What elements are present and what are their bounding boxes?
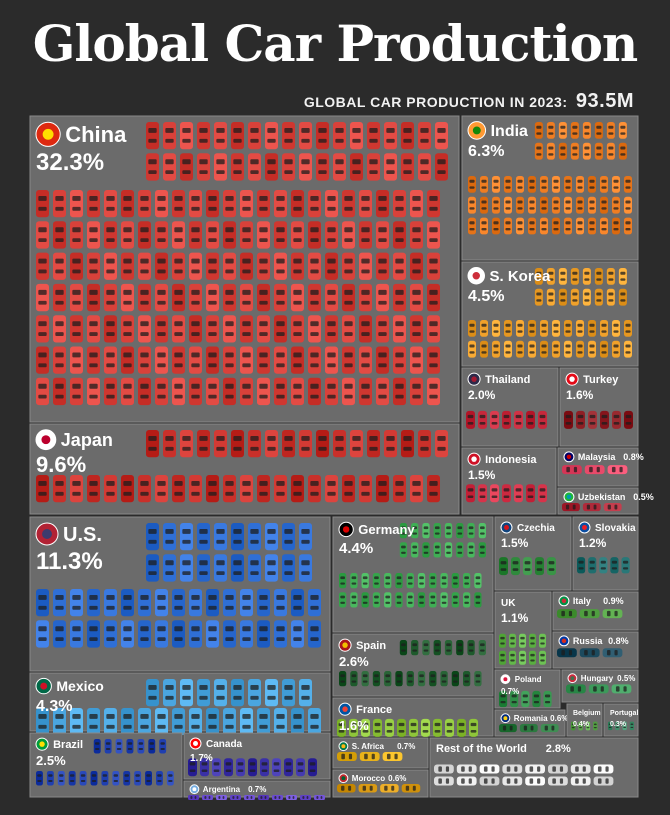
tile-value-indonesia: 1.5%	[468, 468, 496, 482]
tile-label-hungary: Hungary	[581, 674, 614, 683]
tile-russia: Russia 0.8%	[552, 631, 639, 669]
tile-value-morocco: 0.6%	[388, 774, 406, 783]
tile-value-poland: 0.7%	[501, 687, 519, 696]
tile-slovakia: Slovakia 1.2%	[572, 516, 639, 591]
tile-label-portugal: Portugal	[610, 710, 638, 717]
tile-turkey: Turkey 1.6%	[559, 367, 639, 447]
tile-value-romania: 0.6%	[550, 714, 568, 723]
tile-value-uzbekistan: 0.5%	[633, 492, 654, 502]
tile-value-s-africa: 0.7%	[397, 742, 415, 751]
tile-value-spain: 2.6%	[339, 654, 369, 669]
tile-uzbekistan: Uzbekistan 0.5%	[557, 487, 654, 515]
tile-value-russia: 0.8%	[608, 636, 629, 646]
subtitle-label: GLOBAL CAR PRODUCTION IN 2023:	[303, 94, 568, 110]
tile-value-canada: 1.7%	[190, 753, 213, 764]
tile-value-u-s: 11.3%	[36, 548, 103, 575]
tile-label-mexico: Mexico	[56, 678, 103, 694]
tile-belgium: Belgium 0.4%	[566, 703, 603, 737]
tile-label-china: China	[65, 122, 127, 147]
tile-label-canada: Canada	[206, 739, 243, 750]
tile-label-morocco: Morocco	[352, 774, 385, 783]
tile-label-uzbekistan: Uzbekistan	[578, 492, 626, 502]
tile-value-slovakia: 1.2%	[579, 536, 607, 550]
tile-label-india: India	[491, 123, 528, 140]
tile-label-slovakia: Slovakia	[595, 523, 636, 534]
tile-india: India 6.3%	[461, 115, 639, 261]
tile-label-poland: Poland	[515, 675, 542, 684]
chart-title: Global Car Production	[32, 14, 639, 73]
tile-thailand: Thailand 2.0%	[461, 367, 559, 447]
tile-label-spain: Spain	[356, 640, 386, 652]
tile-value-china: 32.3%	[36, 149, 104, 176]
tile-malaysia: Malaysia 0.8%	[557, 447, 644, 487]
tile-value-czechia: 1.5%	[501, 536, 529, 550]
tile-label-uk: UK	[501, 598, 516, 609]
tile-label-brazil: Brazil	[53, 739, 83, 751]
tile-morocco: Morocco 0.6%	[332, 769, 429, 798]
tile-value-france: 1.6%	[339, 718, 369, 733]
tile-italy: Italy 0.9%	[552, 591, 639, 631]
tile-value-s-korea: 4.5%	[468, 288, 504, 305]
tile-value-turkey: 1.6%	[566, 388, 594, 402]
tile-value-belgium: 0.4%	[573, 721, 590, 728]
tile-label-russia: Russia	[573, 636, 604, 646]
tile-value-india: 6.3%	[468, 143, 504, 160]
tile-label-romania: Romania	[514, 714, 548, 723]
tile-label-france: France	[356, 704, 392, 716]
tile-value-thailand: 2.0%	[468, 388, 496, 402]
tile-label-germany: Germany	[358, 522, 415, 537]
tile-value-hungary: 0.5%	[617, 674, 635, 683]
tile-value-rest-of-the-world: 2.8%	[546, 743, 571, 755]
tile-mexico: Mexico 4.3%	[29, 672, 331, 736]
tile-value-mexico: 4.3%	[36, 698, 72, 715]
tile-value-argentina: 0.7%	[248, 785, 266, 794]
tile-germany: Germany 4.4%	[332, 516, 494, 633]
tile-label-thailand: Thailand	[485, 374, 530, 386]
chart-subtitle: GLOBAL CAR PRODUCTION IN 2023: 93.5M	[304, 90, 634, 113]
tile-indonesia: Indonesia 1.5%	[461, 447, 557, 515]
tile-hungary: Hungary 0.5%	[561, 669, 639, 703]
tile-portugal: Portugal 0.3%	[603, 703, 639, 737]
tile-france: France 1.6%	[332, 697, 494, 737]
tile-label-argentina: Argentina	[203, 785, 241, 794]
tile-value-brazil: 2.5%	[36, 753, 66, 768]
tile-uk: UK 1.1%	[494, 591, 552, 669]
tile-label-czechia: Czechia	[517, 523, 555, 534]
tile-label-rest-of-the-world: Rest of the World	[436, 743, 527, 755]
tile-romania: Romania 0.6%	[494, 709, 568, 737]
tile-value-germany: 4.4%	[339, 540, 373, 557]
tile-value-portugal: 0.3%	[610, 721, 627, 728]
tile-spain: Spain 2.6%	[332, 633, 494, 697]
tile-label-italy: Italy	[573, 596, 591, 606]
tile-label-turkey: Turkey	[583, 374, 619, 386]
tile-value-malaysia: 0.8%	[623, 452, 644, 462]
tile-label-indonesia: Indonesia	[485, 454, 537, 466]
tile-label-belgium: Belgium	[573, 710, 601, 717]
tile-s-korea: S. Korea 4.5%	[461, 261, 639, 367]
tile-label-japan: Japan	[61, 430, 113, 450]
tile-value-uk: 1.1%	[501, 611, 529, 625]
tile-rest-of-the-world: Rest of the World 2.8%	[429, 737, 639, 798]
tile-poland: Poland 0.7%	[494, 669, 561, 709]
tile-canada: Canada 1.7%	[183, 732, 331, 780]
tile-argentina: Argentina 0.7%	[183, 780, 331, 800]
subtitle-total: 93.5M	[575, 90, 634, 112]
tile-value-japan: 9.6%	[36, 452, 86, 477]
tile-s-africa: S. Africa 0.7%	[332, 737, 429, 769]
tile-label-malaysia: Malaysia	[578, 452, 617, 462]
tile-u-s: U.S.11.3%	[29, 516, 331, 672]
tile-label-s-africa: S. Africa	[352, 742, 385, 751]
tile-label-u-s: U.S.	[63, 524, 102, 546]
tile-value-italy: 0.9%	[603, 596, 624, 606]
tile-brazil: Brazil 2.5%	[29, 732, 183, 798]
tile-czechia: Czechia 1.5%	[494, 516, 572, 591]
tile-label-s-korea: S. Korea	[490, 268, 552, 285]
